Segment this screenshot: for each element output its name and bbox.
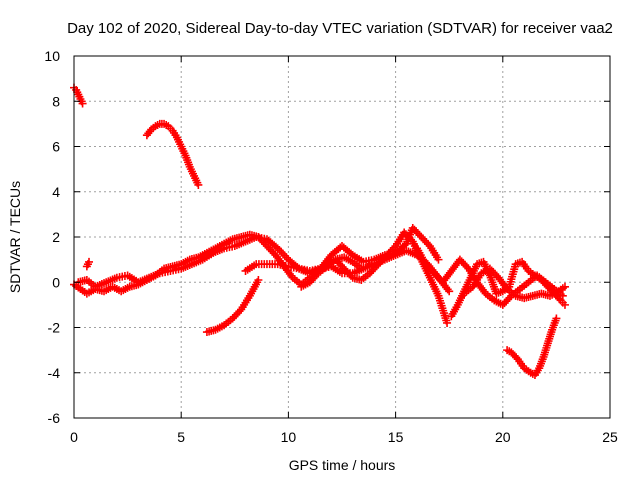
- y-tick-label: 0: [52, 274, 60, 290]
- x-tick-label: 25: [602, 429, 618, 445]
- y-tick-label: 8: [52, 93, 60, 109]
- data-point: [82, 262, 91, 271]
- axis-ticks: 0 5 10 15 20 25 -6 -4 -2 0 2 4 6 8 10: [44, 48, 618, 445]
- y-tick-label: -4: [48, 365, 61, 381]
- data-point: [78, 99, 87, 108]
- x-tick-label: 10: [281, 429, 297, 445]
- data-point: [254, 275, 263, 284]
- y-tick-label: 6: [52, 139, 60, 155]
- y-tick-label: -6: [48, 410, 61, 426]
- grid: [74, 56, 610, 418]
- x-tick-label: 5: [177, 429, 185, 445]
- y-tick-label: -2: [48, 320, 61, 336]
- data-point: [357, 264, 366, 273]
- series-arc12: [82, 257, 94, 271]
- series-arc2: [142, 119, 203, 189]
- data-point: [434, 255, 443, 264]
- series-arc11: [503, 314, 561, 380]
- chart-title: Day 102 of 2020, Sidereal Day-to-day VTE…: [67, 20, 613, 37]
- y-axis-label: SDTVAR / TECUs: [7, 181, 23, 293]
- data-point: [424, 240, 433, 249]
- x-tick-label: 0: [70, 429, 78, 445]
- data-point: [445, 287, 454, 296]
- data-point: [312, 271, 321, 280]
- data-point: [194, 180, 203, 189]
- data-point: [235, 307, 244, 316]
- y-tick-label: 10: [44, 48, 60, 64]
- series-arc7: [297, 253, 366, 291]
- x-tick-label: 20: [495, 429, 511, 445]
- data-point: [552, 314, 561, 323]
- data-point: [560, 300, 569, 309]
- data-point: [560, 282, 569, 291]
- data-point: [462, 262, 471, 271]
- series-arc5: [202, 275, 263, 337]
- data-point: [443, 318, 452, 327]
- y-tick-label: 2: [52, 229, 60, 245]
- series-arc10: [460, 264, 569, 303]
- y-tick-label: 4: [52, 184, 60, 200]
- x-axis-label: GPS time / hours: [289, 457, 396, 473]
- data-point: [555, 294, 564, 303]
- series-arc1: [70, 83, 87, 108]
- data-point: [389, 243, 398, 252]
- data-points: [70, 83, 569, 380]
- data-point: [505, 293, 514, 302]
- x-tick-label: 15: [388, 429, 404, 445]
